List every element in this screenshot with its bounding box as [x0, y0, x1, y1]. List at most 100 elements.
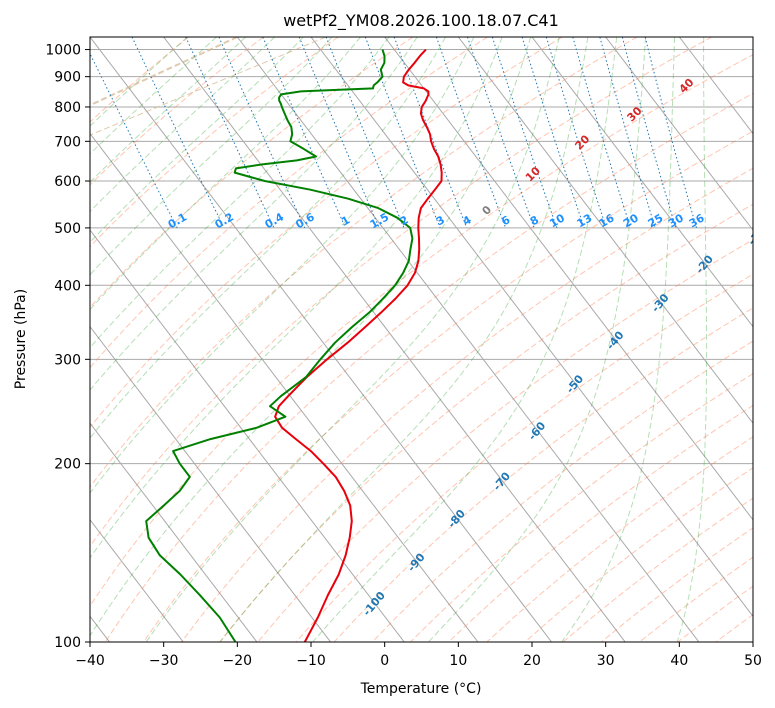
- y-tick-label: 600: [54, 174, 81, 190]
- moist-adiabat-line: [90, 37, 304, 243]
- isotherm-line: [90, 518, 184, 642]
- x-tick-label: 0: [380, 653, 389, 669]
- mixing-ratio-line: [298, 37, 380, 229]
- isotherm-line: [90, 132, 479, 642]
- dry-adiabat-line: [639, 556, 753, 642]
- moist-adiabat-line: [90, 37, 390, 349]
- isotherm-line: [457, 37, 753, 425]
- dry-adiabat-line: [142, 130, 753, 642]
- mixing-ratio-line: [467, 37, 535, 229]
- x-tick-label: 30: [597, 653, 615, 669]
- isotherm-line: [90, 229, 405, 642]
- dry-adiabat-line: [410, 373, 753, 642]
- moist-adiabat-line: [90, 37, 532, 637]
- mixing-ratio-line: [545, 37, 607, 229]
- plot-frame: [89, 36, 754, 643]
- temperature-profile-line: [274, 48, 443, 642]
- moist-adiabat-line: [561, 37, 676, 642]
- moist-adiabat-label: -80: [445, 507, 468, 531]
- moist-adiabat-label: -100: [360, 589, 388, 619]
- dry-adiabat-line: [90, 37, 488, 369]
- dry-adiabat-line: [257, 238, 753, 642]
- mixing-ratio-line: [491, 37, 558, 229]
- y-axis-label: Pressure (hPa): [13, 289, 29, 389]
- moist-adiabat-line: [90, 37, 333, 276]
- y-tick-label: 400: [54, 278, 81, 294]
- moist-adiabat-label: -20: [693, 252, 716, 276]
- y-tick-label: 1000: [45, 43, 81, 59]
- moist-adiabat-label: -30: [649, 291, 672, 315]
- moist-adiabat-line: [90, 37, 361, 311]
- moist-adiabat-line: [90, 37, 446, 439]
- moist-adiabat-label: -90: [405, 550, 428, 574]
- moist-adiabat-line: [145, 37, 560, 642]
- moist-adiabat-line: [428, 37, 647, 642]
- dry-adiabat-line: [90, 37, 339, 248]
- chart-title: wetPf2_YM08.2026.100.18.07.C41: [283, 11, 559, 31]
- dry-adiabat-line: [90, 37, 414, 309]
- isotherm-line: [236, 37, 700, 642]
- y-tick-label: 700: [54, 134, 81, 150]
- mixing-ratio-line: [218, 37, 306, 229]
- y-tick-label: 200: [54, 457, 81, 473]
- mixing-ratio-line: [572, 37, 632, 229]
- overlay-labels: 0.1 0.2 0.4 0.6 1 1.5 2 3 4 6 8 10 13 16 20 25 30 36-100-…: [166, 76, 753, 619]
- mixing-ratio-line: [621, 37, 677, 229]
- isotherm-line: [163, 37, 626, 642]
- moist-adiabat-line: [676, 37, 708, 642]
- moist-adiabat-line: [219, 37, 589, 642]
- mixing-ratio-label: 1: [339, 213, 352, 228]
- dry-adiabat-line: [104, 92, 753, 642]
- mixing-ratio-label: 3: [434, 213, 447, 228]
- wetbulb-reference-line: [90, 37, 326, 136]
- dry-adiabat-line: [90, 37, 712, 548]
- dry-adiabat-line: [90, 37, 264, 186]
- isotherm-line: [605, 37, 753, 231]
- mixing-ratio-line: [131, 37, 225, 229]
- mixing-ratio-line: [435, 37, 507, 229]
- x-tick-label: 20: [523, 653, 541, 669]
- moist-adiabat-label: -40: [604, 328, 627, 352]
- mixing-ratio-label: 4: [460, 213, 473, 228]
- isotherm-line: [678, 37, 753, 135]
- dry-adiabat-line: [715, 614, 753, 642]
- moist-adiabat-line: [90, 37, 503, 559]
- mixing-ratio-line: [325, 37, 405, 229]
- mixing-ratio-line: [521, 37, 585, 229]
- mixing-ratio-line: [393, 37, 468, 229]
- wetbulb-reference-line: [90, 37, 238, 107]
- isotherm-line: [310, 37, 753, 618]
- dry-adiabat-line: [181, 167, 753, 642]
- mixing-ratio-line: [599, 37, 656, 229]
- isotherm-line: [90, 37, 552, 642]
- y-tick-label: 800: [54, 100, 81, 116]
- axis-ticks: −40 −30 −20 −10 0 10 20 30 40 5010009008007006005…: [45, 43, 762, 669]
- isotherm-line: [752, 37, 753, 38]
- dry-adiabat-line: [486, 436, 753, 642]
- moist-adiabat-label: -50: [564, 372, 587, 396]
- mixing-ratio-line: [364, 37, 441, 229]
- dry-adiabat-line: [524, 467, 753, 642]
- isotherm-line: [531, 37, 753, 328]
- x-axis-label: Temperature (°C): [360, 681, 482, 697]
- moist-adiabat-line: [90, 37, 275, 213]
- mixing-ratio-label: 6: [499, 213, 512, 228]
- series-lines: [145, 48, 443, 642]
- isotherm-line: [90, 325, 331, 642]
- dry-adiabat-line: [371, 340, 753, 642]
- x-tick-label: −40: [75, 653, 105, 669]
- x-tick-label: −20: [223, 653, 253, 669]
- x-tick-label: −10: [296, 653, 326, 669]
- dry-adiabat-line: [90, 37, 190, 123]
- wetbulb-label: 40: [677, 76, 697, 96]
- wetbulb-label: 20: [572, 132, 592, 152]
- x-tick-label: −30: [149, 653, 179, 669]
- mixing-ratio-line: [644, 37, 697, 229]
- x-tick-label: 40: [670, 653, 688, 669]
- y-tick-label: 900: [54, 70, 81, 86]
- moist-adiabat-line: [90, 37, 475, 494]
- mixing-ratio-line: [90, 52, 178, 229]
- y-tick-label: 500: [54, 221, 81, 237]
- y-tick-label: 100: [54, 635, 81, 651]
